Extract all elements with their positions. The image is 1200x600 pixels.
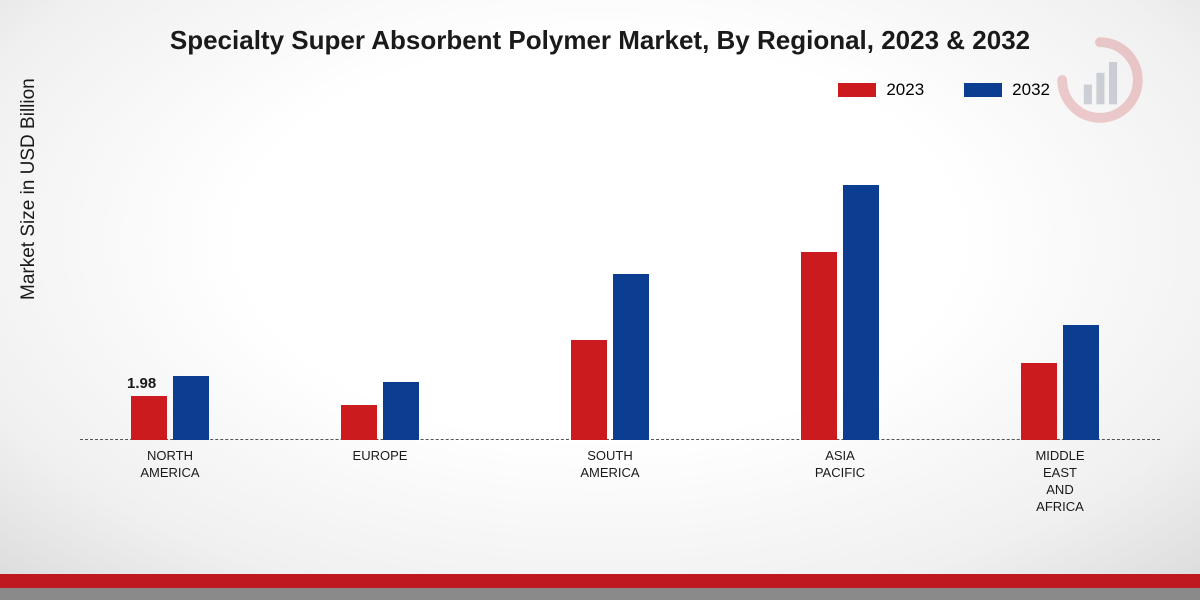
- bar: [571, 340, 607, 440]
- bar-group: [1021, 325, 1099, 440]
- x-axis-label: SOUTH AMERICA: [560, 448, 660, 482]
- bar: [1063, 325, 1099, 440]
- x-axis-labels: NORTH AMERICA EUROPE SOUTH AMERICA ASIA PAC…: [80, 448, 1160, 528]
- x-axis-label: MIDDLE EAST AND AFRICA: [1010, 448, 1110, 516]
- legend-swatch-2032: [964, 83, 1002, 97]
- bar: [1021, 363, 1057, 441]
- plot-area: 1.98: [80, 130, 1160, 440]
- x-axis-label: NORTH AMERICA: [120, 448, 220, 482]
- legend-label-2032: 2032: [1012, 80, 1050, 100]
- bar-group: [571, 274, 649, 440]
- bar: [173, 376, 209, 440]
- bar: [843, 185, 879, 440]
- bar: [613, 274, 649, 440]
- legend-item-2023: 2023: [838, 80, 924, 100]
- legend-swatch-2023: [838, 83, 876, 97]
- legend: 2023 2032: [838, 80, 1050, 100]
- legend-item-2032: 2032: [964, 80, 1050, 100]
- y-axis-label: Market Size in USD Billion: [18, 78, 40, 300]
- x-axis-label: EUROPE: [330, 448, 430, 465]
- bar-group: [341, 382, 419, 440]
- x-axis-label: ASIA PACIFIC: [790, 448, 890, 482]
- bar-value-label: 1.98: [127, 375, 156, 392]
- chart-title: Specialty Super Absorbent Polymer Market…: [0, 25, 1200, 56]
- bar: [383, 382, 419, 440]
- footer-red-band: [0, 574, 1200, 588]
- bar: [801, 252, 837, 440]
- footer-grey-band: [0, 588, 1200, 600]
- bar-group: [801, 185, 879, 440]
- bar: [131, 396, 167, 440]
- bar: [341, 405, 377, 440]
- legend-label-2023: 2023: [886, 80, 924, 100]
